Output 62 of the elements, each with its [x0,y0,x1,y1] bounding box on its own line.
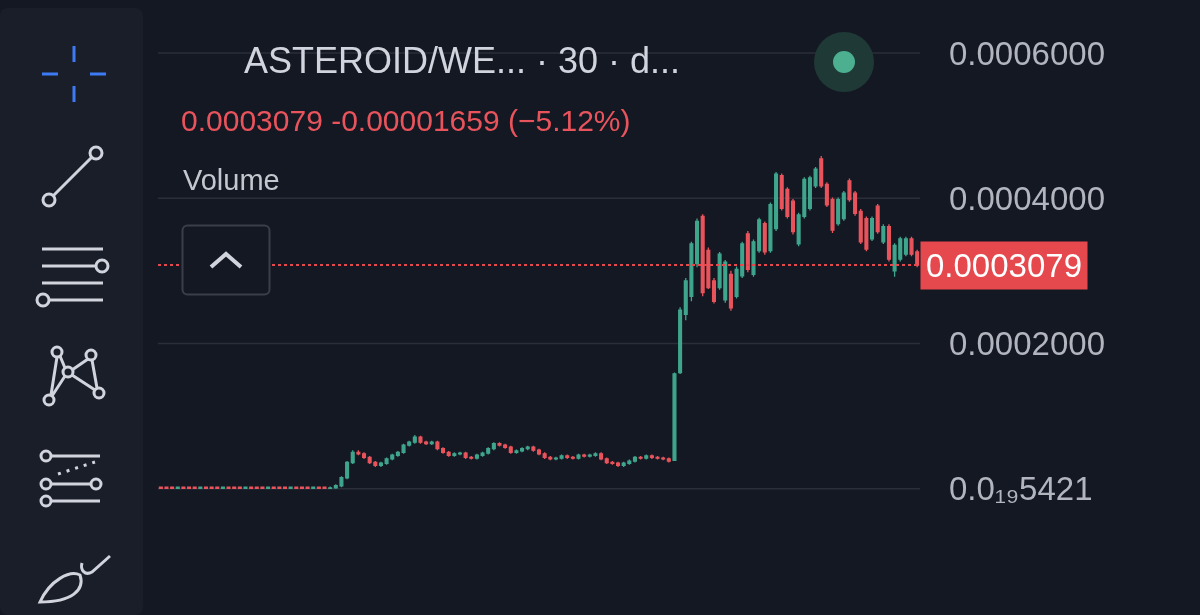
candlestick [672,371,677,462]
candlestick [582,453,587,459]
candlestick [412,434,417,445]
candlestick [520,446,525,452]
candlestick [790,198,796,236]
y-tick-label: 0.0006000 [949,34,1105,72]
text: ASTEROID/WE... · 30 · d... [244,40,681,82]
candlestick [491,441,496,451]
candlestick [559,453,564,459]
candlestick [875,203,880,235]
candlestick [847,177,852,203]
candlestick [711,277,717,305]
candlestick [345,460,350,480]
candlestick [615,462,621,468]
candlestick [762,220,767,256]
candlestick [474,453,479,459]
candlestick [649,453,654,460]
y-tick-label: 0.0002000 [949,324,1105,362]
candlestick [531,446,536,453]
candlestick [774,171,779,232]
candlestick [565,453,570,460]
candlestick [836,196,841,227]
candlestick [813,166,818,189]
candlestick [395,450,400,456]
candlestick [457,450,463,456]
candlestick [666,458,671,464]
candlestick [644,453,649,459]
candlestick [599,451,604,461]
candlestick [807,175,812,212]
candlestick [678,306,683,375]
candlestick [361,451,367,460]
candlestick [768,201,773,254]
candlestick [903,236,908,257]
candlestick [328,485,333,490]
annotation: Volume [183,164,280,197]
candlestick [728,270,733,312]
candlestick [881,223,886,245]
candlestick [452,451,457,458]
candlestick [841,190,846,222]
candlestick [632,455,637,464]
candlestick [446,451,451,458]
candlestick [853,190,858,217]
candlestick [819,155,824,189]
candlestick [570,455,575,461]
candlestick [350,449,355,465]
candlestick [576,453,581,459]
candlestick [886,223,891,263]
candlestick [378,461,383,467]
candlestick [695,217,700,268]
candlestick [638,455,643,461]
candlestick [869,215,875,242]
candlestick [514,448,519,455]
ref-line-label: 0.0003079 [926,247,1082,284]
candlestick [441,446,446,455]
candlestick [243,486,248,490]
y-tick-label: 0.0004000 [949,179,1105,217]
candlestick [745,230,750,273]
candlestick [508,445,513,455]
y-tick-label: 0.0₁₉5421 [949,470,1093,508]
candlestick [553,456,558,461]
candlestick [536,448,542,456]
text: 0.0003079 -0.00001659 (−5.12%) [181,104,631,138]
